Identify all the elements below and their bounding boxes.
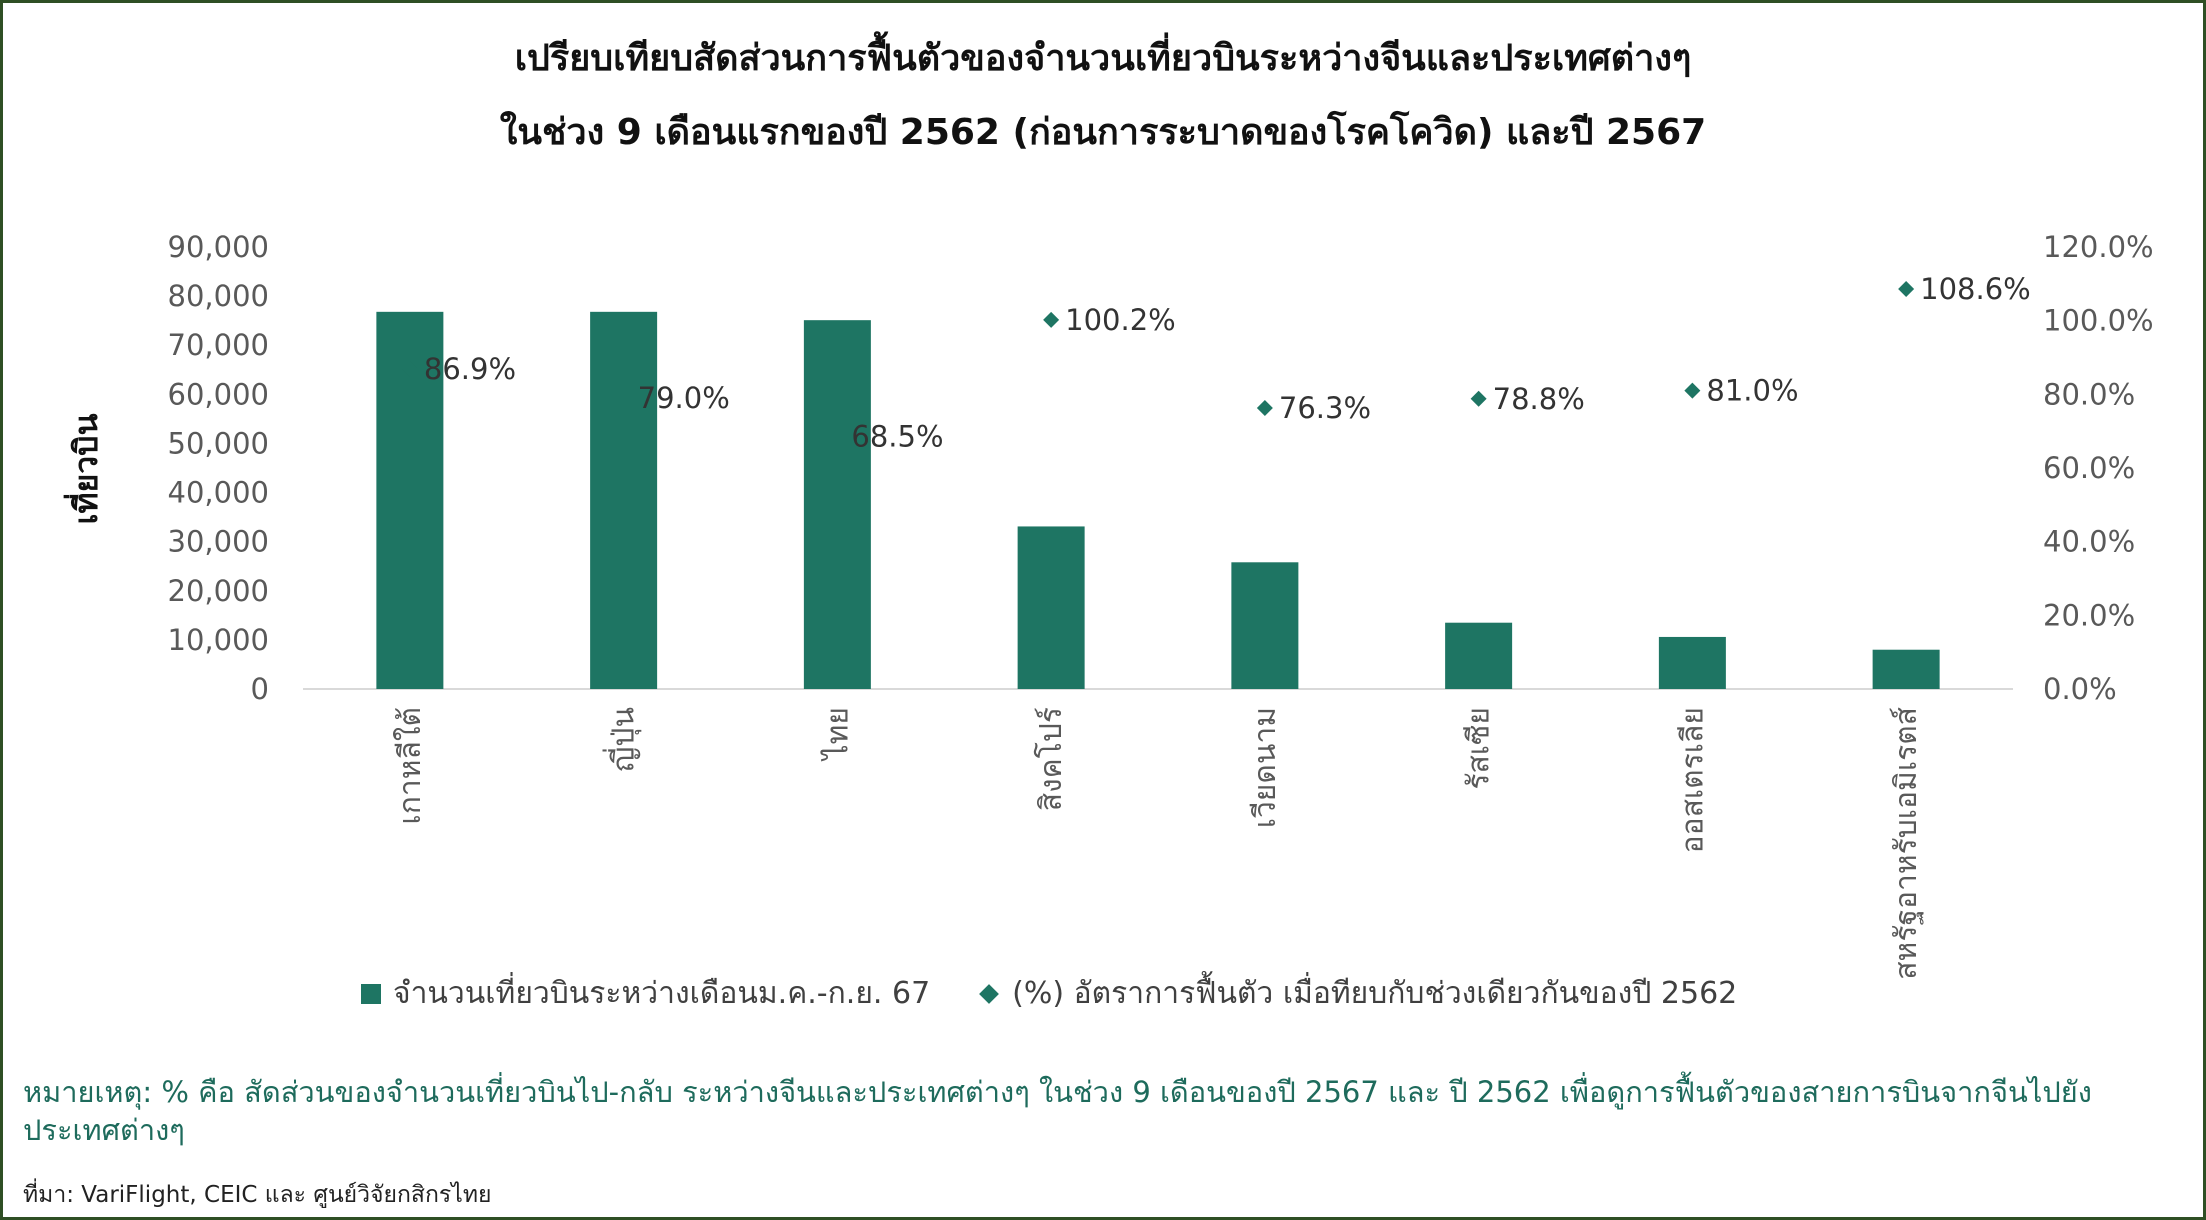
category-label: ไทย — [819, 707, 855, 761]
recovery-data-label: 78.8% — [1493, 382, 1585, 416]
y-left-tick-label: 10,000 — [168, 623, 269, 657]
recovery-marker — [1256, 399, 1273, 416]
legend: จำนวนเที่ยวบินระหว่างเดือนม.ค.-ก.ย. 67 (… — [361, 970, 1785, 1017]
recovery-marker — [1043, 311, 1060, 328]
legend-bar-label: จำนวนเที่ยวบินระหว่างเดือนม.ค.-ก.ย. 67 — [393, 976, 931, 1011]
y-left-tick-label: 60,000 — [168, 377, 269, 411]
y-right-tick-label: 120.0% — [2043, 230, 2154, 264]
recovery-data-label: 86.9% — [424, 352, 516, 386]
bar — [803, 320, 871, 689]
recovery-data-label: 79.0% — [638, 381, 730, 415]
y-axis-title: เที่ยวบิน — [63, 413, 105, 524]
category-label: สิงคโปร์ — [1033, 707, 1069, 811]
y-left-tick-label: 90,000 — [168, 230, 269, 264]
recovery-marker — [1684, 382, 1701, 399]
y-left-tick-label: 80,000 — [168, 279, 269, 313]
y-right-tick-label: 60.0% — [2043, 451, 2135, 485]
y-right-tick-label: 100.0% — [2043, 304, 2154, 338]
y-right-tick-label: 40.0% — [2043, 525, 2135, 559]
bar — [590, 311, 658, 689]
y-right-tick-label: 20.0% — [2043, 598, 2135, 632]
recovery-marker — [1470, 390, 1487, 407]
legend-square-swatch — [361, 983, 381, 1004]
y-left-tick-label: 0 — [251, 672, 269, 706]
category-label: เวียดนาม — [1248, 707, 1283, 828]
y-left-tick-label: 30,000 — [168, 525, 269, 559]
recovery-marker — [615, 390, 632, 407]
legend-diamond-swatch — [979, 983, 1000, 1004]
y-left-tick-label: 40,000 — [168, 476, 269, 510]
recovery-marker — [1898, 280, 1915, 297]
recovery-data-label: 68.5% — [851, 420, 943, 454]
legend-dot-label: (%) อัตราการฟื้นตัว เมื่อทียบกับช่วงเดีย… — [1012, 976, 1738, 1011]
footnote: หมายเหตุ: % คือ สัดส่วนของจำนวนเที่ยวบิน… — [23, 1075, 2092, 1147]
recovery-data-label: 100.2% — [1065, 303, 1176, 337]
y-left-tick-label: 50,000 — [168, 426, 269, 460]
source-text: ที่มา: VariFlight, CEIC และ ศูนย์วิจัยกส… — [23, 1182, 492, 1208]
y-right-tick-label: 80.0% — [2043, 377, 2135, 411]
category-label: เกาหลีใต้ — [393, 707, 428, 825]
chart-title-line-1: เปรียบเทียบสัดส่วนการฟื้นตัวของจำนวนเที่… — [514, 38, 1692, 79]
category-label: ออสเตรเลีย — [1675, 707, 1710, 853]
bar — [1658, 636, 1726, 689]
legend-item-recovery: (%) อัตราการฟื้นตัว เมื่อทียบกับช่วงเดีย… — [978, 970, 1737, 1017]
recovery-marker — [401, 360, 418, 377]
recovery-data-label: 81.0% — [1706, 374, 1798, 408]
recovery-data-label: 108.6% — [1920, 272, 2031, 306]
y-left-tick-label: 20,000 — [168, 574, 269, 608]
recovery-data-label: 76.3% — [1279, 391, 1371, 425]
category-label: ญี่ปุ่น — [603, 707, 643, 772]
bar — [1445, 622, 1513, 689]
chart-plot: 0 10,000 20,000 30,000 40,000 50,000 60,000 70,… — [63, 230, 2154, 980]
category-label: รัสเซีย — [1462, 707, 1497, 790]
chart-title-line-2: ในช่วง 9 เดือนแรกของปี 2562 (ก่อนการระบา… — [499, 112, 1707, 153]
bar — [1231, 562, 1299, 689]
legend-item-bars: จำนวนเที่ยวบินระหว่างเดือนม.ค.-ก.ย. 67 — [361, 970, 930, 1017]
y-left-tick-label: 70,000 — [168, 328, 269, 362]
bar — [1872, 649, 1940, 689]
recovery-marker — [829, 428, 846, 445]
bar — [1017, 526, 1085, 689]
y-right-tick-label: 0.0% — [2043, 672, 2117, 706]
category-label: สหรัฐอาหรับเอมิเรตส์ — [1889, 707, 1924, 980]
